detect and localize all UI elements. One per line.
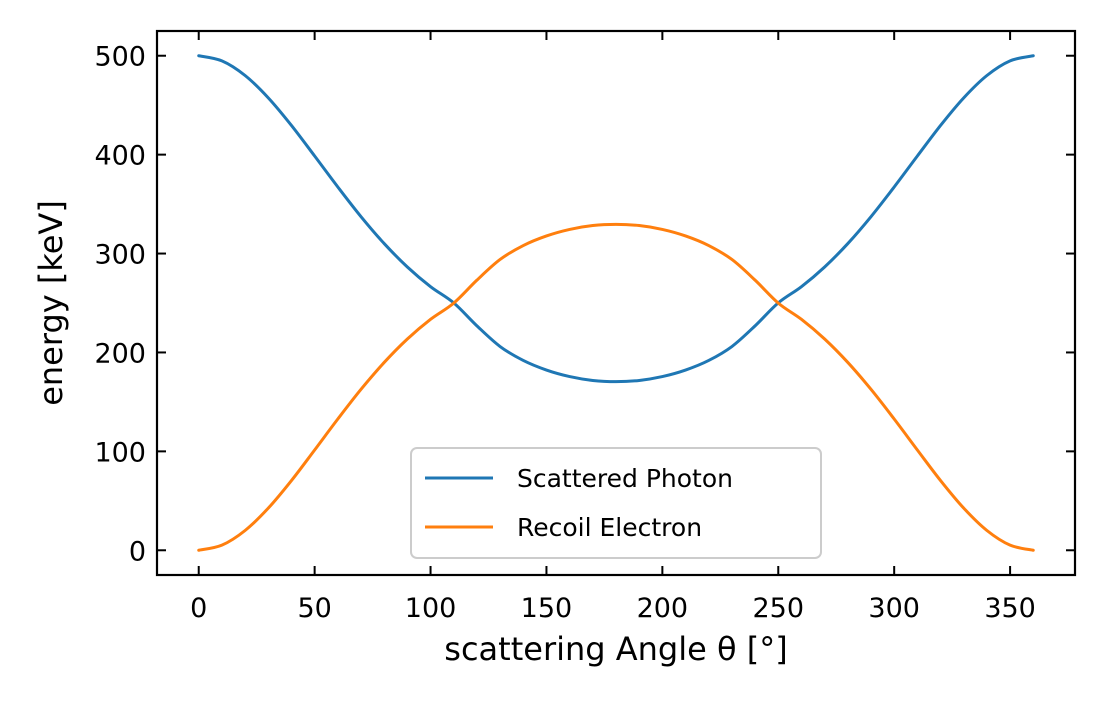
y-tick-label: 100 [94,437,146,468]
plot-lines [197,54,1035,552]
series-line-1 [197,54,1035,384]
x-tick-label: 0 [190,593,207,624]
y-tick-label: 400 [94,141,146,172]
y-tick-label: 300 [94,240,146,271]
series-line-2 [197,222,1035,552]
x-tick-label: 150 [521,593,573,624]
legend-label: Recoil Electron [517,513,702,542]
tick-labels: 0 50 100 150 200 250 300 350 0 100 200 300 400 500 [94,42,1035,624]
y-axis-title: energy [keV] [32,200,70,406]
y-tick-label: 500 [94,42,146,73]
x-tick-label: 350 [984,593,1036,624]
ticks [157,31,1075,575]
y-tick-label: 200 [94,338,146,369]
x-tick-label: 200 [637,593,689,624]
x-tick-label: 300 [868,593,920,624]
x-tick-label: 100 [405,593,457,624]
plot-frame [155,29,1077,577]
legend: Scattered Photon Recoil Electron [410,447,822,559]
x-tick-label: 250 [752,593,804,624]
y-tick-label: 0 [129,536,146,567]
legend-label: Scattered Photon [517,464,733,493]
x-axis-title: scattering Angle θ [°] [444,630,787,668]
x-tick-label: 50 [297,593,331,624]
legend-box [410,447,822,559]
